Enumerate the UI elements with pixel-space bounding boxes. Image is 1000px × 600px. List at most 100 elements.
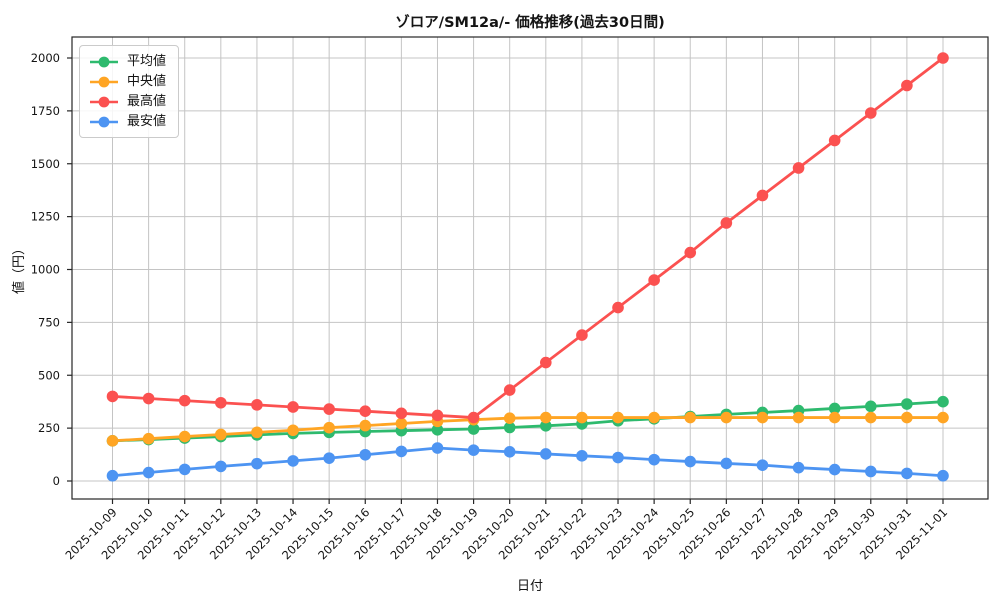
data-point [684, 411, 697, 424]
series-line [111, 446, 945, 478]
data-point [648, 411, 660, 424]
data-point [864, 465, 877, 478]
data-point [937, 411, 949, 424]
data-point [287, 424, 299, 437]
legend-marker-dot [98, 76, 110, 87]
y-axis-label: 値（円） [11, 242, 27, 294]
data-point [684, 455, 697, 468]
axis-ticks [67, 57, 944, 504]
data-point [503, 384, 516, 396]
data-point [937, 395, 949, 408]
data-point [828, 134, 841, 147]
data-point [648, 453, 660, 466]
legend-item: 平均値 [89, 52, 166, 71]
legend-marker-icon [90, 116, 118, 127]
data-point [395, 407, 408, 420]
legend-label: 最安値 [127, 114, 167, 129]
y-tick-label: 1500 [31, 157, 60, 171]
y-tick-label: 1750 [31, 104, 60, 118]
data-point [792, 411, 805, 424]
data-point [467, 423, 480, 435]
data-point [106, 469, 119, 482]
y-tick-label: 1250 [31, 210, 60, 224]
data-point [756, 189, 769, 202]
data-point [864, 107, 877, 119]
data-point [901, 398, 913, 410]
y-tick-label: 500 [38, 368, 60, 382]
series-line [111, 416, 945, 443]
series-line [111, 400, 945, 443]
x-axis-label: 日付 [517, 579, 543, 594]
data-point [359, 405, 372, 418]
data-point [251, 399, 263, 411]
data-point [106, 435, 119, 447]
data-point [828, 411, 841, 424]
data-point [720, 217, 733, 229]
data-point [178, 463, 191, 476]
data-point [612, 301, 624, 314]
data-point [431, 409, 444, 422]
legend-marker-dot [98, 56, 110, 67]
data-point [178, 394, 191, 407]
series-最高値 [106, 52, 949, 424]
chart-title: ゾロア/SM12a/- 価格推移(過去30日間) [395, 13, 664, 31]
series-line [111, 56, 945, 419]
data-point [540, 419, 552, 432]
series-中央値 [106, 411, 949, 447]
plot-border [71, 36, 989, 500]
data-point [359, 419, 372, 432]
data-point [901, 467, 913, 480]
data-point [251, 457, 263, 470]
legend-marker-icon [90, 96, 118, 107]
data-point [287, 455, 299, 467]
data-point [287, 401, 299, 413]
data-point [395, 445, 408, 458]
data-point [576, 329, 588, 341]
data-point [720, 457, 733, 470]
data-point [901, 411, 913, 424]
legend-item: 最高値 [89, 92, 166, 111]
data-point [901, 79, 913, 92]
data-point [828, 402, 841, 415]
legend-marker-icon [90, 76, 118, 87]
legend-marker-dot [98, 96, 110, 107]
legend-marker-icon [90, 56, 118, 67]
data-point [864, 400, 877, 413]
data-point [937, 469, 949, 482]
data-point [215, 396, 227, 409]
data-point [503, 421, 516, 434]
data-point [612, 411, 624, 424]
legend-item: 中央値 [89, 72, 166, 91]
y-tick-label: 2000 [31, 51, 60, 65]
data-point [937, 52, 949, 64]
data-point [576, 411, 588, 424]
data-point [142, 466, 155, 479]
y-tick-label: 750 [38, 315, 60, 329]
series-最安値 [106, 442, 949, 482]
legend-label: 平均値 [127, 54, 167, 69]
y-tick-label: 250 [38, 421, 60, 435]
legend-label: 最高値 [127, 94, 167, 109]
data-point [467, 411, 480, 424]
data-point [106, 390, 119, 403]
data-point [503, 446, 516, 458]
y-tick-label: 1000 [31, 263, 60, 277]
data-point [178, 430, 191, 443]
data-point [576, 450, 588, 462]
y-tick-label: 0 [53, 474, 60, 488]
data-point [323, 403, 335, 415]
legend-item: 最安値 [89, 112, 166, 131]
data-point [431, 442, 444, 454]
data-point [792, 162, 805, 174]
data-point [612, 451, 624, 464]
legend: 平均値中央値最高値最安値 [79, 45, 180, 138]
data-point [864, 411, 877, 424]
data-point [684, 246, 697, 259]
data-point [142, 392, 155, 405]
data-point [323, 452, 335, 464]
data-point [467, 444, 480, 456]
data-point [359, 448, 372, 461]
data-point [828, 463, 841, 476]
data-point [215, 428, 227, 441]
